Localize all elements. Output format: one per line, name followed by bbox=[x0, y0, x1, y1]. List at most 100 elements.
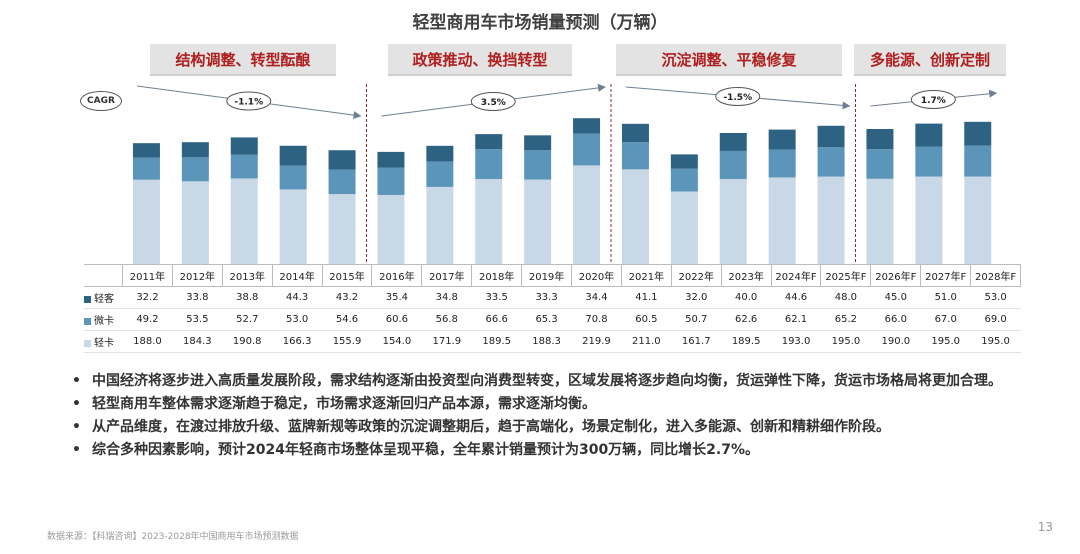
bar-segment-qingka bbox=[964, 176, 992, 264]
table-header-row: 2011年 2012年 2013年 2014年 2015年 2016年 2017年 2018年… bbox=[84, 264, 1022, 287]
table-cell: 33.8 bbox=[172, 286, 223, 309]
legend-swatch bbox=[84, 339, 91, 347]
table-year-header: 2021年 bbox=[620, 264, 672, 287]
table-cell: 189.5 bbox=[721, 330, 772, 353]
table-cell: 166.3 bbox=[272, 330, 323, 353]
bar-segment-weika bbox=[524, 150, 552, 180]
table-cell: 211.0 bbox=[621, 330, 672, 353]
phase-label-2: 政策推动、换挡转型 bbox=[388, 44, 572, 76]
table-cell: 188.3 bbox=[521, 330, 572, 353]
table-cell: 66.6 bbox=[471, 308, 522, 331]
bar-segment-qingka bbox=[670, 191, 698, 264]
table-row-label: 微卡 bbox=[84, 308, 123, 331]
bar-segment-qingka bbox=[866, 178, 894, 264]
page-title: 轻型商用车市场销量预测（万辆） bbox=[412, 13, 668, 33]
table-year-header: 2026年F bbox=[870, 264, 922, 287]
bar-segment-qingka bbox=[524, 179, 552, 264]
bar-segment-qingke bbox=[719, 132, 747, 151]
series-name: 轻客 bbox=[94, 294, 114, 305]
bullet-dot: • bbox=[72, 419, 81, 435]
cagr-value: -1.5% bbox=[723, 93, 752, 103]
table-cell: 33.5 bbox=[471, 286, 522, 309]
table-cell: 62.1 bbox=[771, 308, 821, 331]
bar-segment-qingka bbox=[132, 179, 160, 264]
bar-segment-qingka bbox=[915, 176, 943, 264]
bullet-dot: • bbox=[72, 373, 81, 389]
table-cell: 44.3 bbox=[272, 286, 323, 309]
bar-segment-weika bbox=[964, 145, 992, 177]
table-cell: 188.0 bbox=[122, 330, 173, 353]
cagr-label: CAGR bbox=[80, 91, 122, 111]
cagr-badge bbox=[470, 92, 516, 111]
phase-label-3: 沉淀调整、平稳修复 bbox=[616, 44, 842, 76]
table-cell: 40.0 bbox=[721, 286, 772, 309]
table-year-header: 2022年 bbox=[670, 264, 722, 287]
table-year-header: 2018年 bbox=[471, 264, 523, 287]
bar-segment-qingka bbox=[817, 176, 845, 264]
bar-segment-qingke bbox=[132, 143, 160, 158]
table-cell: 171.9 bbox=[421, 330, 472, 353]
page-number: 13 bbox=[1037, 520, 1053, 534]
table-row-label: 轻客 bbox=[84, 286, 123, 309]
table-cell: 69.0 bbox=[970, 308, 1021, 331]
bar-segment-qingka bbox=[279, 189, 307, 264]
bullet-text: 中国经济将逐步进入高质量发展阶段，需求结构逐渐由投资型向消费型转变，区域发展将逐… bbox=[92, 373, 1002, 389]
table-row: 轻客 32.2 33.8 38.8 44.3 43.2 35.4 34.8 33.5 33.3 3… bbox=[84, 286, 1021, 309]
bar-segment-weika bbox=[475, 149, 503, 180]
bar-segment-qingka bbox=[768, 177, 796, 264]
table-cell: 49.2 bbox=[122, 308, 173, 331]
table-year-header: 2015年 bbox=[321, 264, 373, 287]
table-year-header: 2025年F bbox=[820, 264, 872, 287]
bar-segment-qingke bbox=[621, 123, 649, 143]
series-name: 微卡 bbox=[94, 316, 114, 327]
table-year-header: 2012年 bbox=[171, 264, 223, 287]
table-cell: 45.0 bbox=[870, 286, 921, 309]
table-year-header: 2028年F bbox=[970, 264, 1022, 287]
table-cell: 66.0 bbox=[870, 308, 921, 331]
bar-segment-weika bbox=[230, 154, 258, 179]
table-cell: 41.1 bbox=[621, 286, 672, 309]
bar-segment-weika bbox=[377, 167, 405, 195]
bar-segment-qingke bbox=[181, 142, 209, 158]
legend-swatch bbox=[84, 317, 91, 325]
bar-segment-qingke bbox=[817, 125, 845, 148]
table-year-header: 2024年F bbox=[770, 264, 822, 287]
table-year-header: 2020年 bbox=[571, 264, 622, 287]
data-source-note: 数据来源：【科瑞咨询】2023-2028年中国商用车市场预测数据 bbox=[47, 532, 299, 542]
table-year-header: 2013年 bbox=[221, 264, 273, 287]
table-row: 轻卡 188.0 184.3 190.8 166.3 155.9 154.0 171.9 18… bbox=[84, 330, 1021, 353]
bar-segment-qingke bbox=[475, 134, 503, 150]
cagr-badge bbox=[226, 91, 272, 111]
table-cell: 34.4 bbox=[571, 286, 622, 309]
table-cell: 161.7 bbox=[671, 330, 722, 353]
table-cell: 65.3 bbox=[521, 308, 572, 331]
bar-segment-weika bbox=[279, 165, 307, 190]
table-cell: 48.0 bbox=[820, 286, 871, 309]
data-table: 2011年 2012年 2013年 2014年 2015年 2016年 2017年 2018年… bbox=[84, 264, 1022, 353]
table-cell: 190.8 bbox=[222, 330, 273, 353]
list-item: • 中国经济将逐步进入高质量发展阶段，需求结构逐渐由投资型向消费型转变，区域发展将… bbox=[72, 372, 1032, 391]
bar-segment-weika bbox=[817, 147, 845, 177]
table-row-label: 轻卡 bbox=[84, 330, 123, 353]
bar-segment-qingke bbox=[915, 123, 943, 147]
bar-segment-qingke bbox=[230, 137, 258, 155]
bar-segment-qingke bbox=[670, 154, 698, 169]
table-cell: 195.0 bbox=[920, 330, 971, 353]
table-cell: 155.9 bbox=[322, 330, 372, 353]
legend-swatch bbox=[84, 295, 91, 303]
table-cell: 52.7 bbox=[222, 308, 273, 331]
table-cell: 67.0 bbox=[920, 308, 971, 331]
table-row: 微卡 49.2 53.5 52.7 53.0 54.6 60.6 56.8 66.6 65.3 7… bbox=[84, 308, 1021, 331]
cagr-value: -1.1% bbox=[234, 98, 263, 108]
table-cell: 33.3 bbox=[521, 286, 572, 309]
cagr-value: 3.5% bbox=[481, 98, 506, 108]
bar-segment-weika bbox=[181, 157, 209, 182]
table-cell: 219.9 bbox=[571, 330, 622, 353]
bar-segment-weika bbox=[768, 149, 796, 178]
table-cell: 53.0 bbox=[272, 308, 323, 331]
list-item: • 从产品维度，在渡过排放升级、蓝牌新规等政策的沉淀调整期后，趋于高端化，场景定制… bbox=[72, 418, 1032, 437]
bar-segment-qingke bbox=[768, 129, 796, 150]
bullet-dot: • bbox=[72, 396, 81, 412]
bar-segment-weika bbox=[719, 150, 747, 180]
cagr-value: 1.7% bbox=[921, 96, 946, 106]
